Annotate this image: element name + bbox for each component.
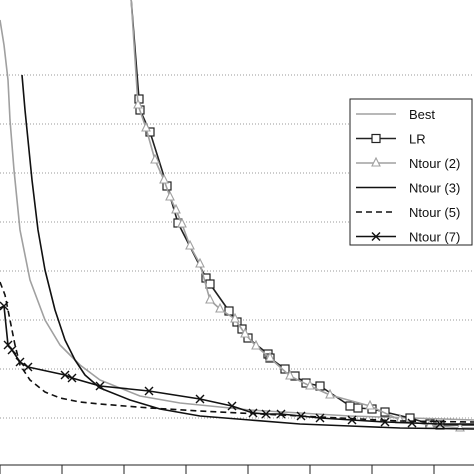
data-point-ntour-2-4	[150, 153, 160, 164]
data-point-ntour-2-10	[195, 257, 205, 268]
data-point-lr-4	[145, 127, 155, 137]
legend-item-ntour-5: Ntour (5)	[356, 205, 460, 220]
axes	[0, 464, 474, 474]
data-point-ntour-2-3	[141, 121, 151, 132]
data-point-ntour-7-20	[407, 418, 417, 428]
legend-label-ntour-3: Ntour (3)	[409, 181, 460, 196]
data-point-ntour-7-8	[67, 373, 77, 383]
legend-item-lr: LR	[356, 132, 426, 147]
data-point-ntour-7-4	[7, 345, 17, 355]
legend-label-ntour-2: Ntour (2)	[409, 156, 460, 171]
data-point-ntour-7-11	[195, 394, 205, 404]
data-point-ntour-2-11	[205, 293, 215, 304]
legend-marker-ntour-7	[371, 232, 381, 241]
series-line-best	[0, 19, 474, 421]
data-point-ntour-2-8	[177, 217, 187, 228]
legend-label-best: Best	[409, 107, 435, 122]
data-point-ntour-7-16	[296, 411, 306, 421]
series-line-ntour-2	[130, 0, 474, 429]
data-point-ntour-2-16	[265, 351, 275, 362]
series-ntour-3	[21, 74, 474, 430]
data-point-ntour-7-15	[276, 409, 286, 419]
data-point-ntour-7-14	[261, 409, 271, 419]
data-point-ntour-7-7	[60, 370, 70, 380]
series-layer	[0, 0, 474, 432]
data-point-ntour-2-2	[133, 98, 143, 109]
data-point-ntour-7-5	[15, 357, 25, 367]
data-point-ntour-7-19	[380, 417, 390, 427]
data-point-ntour-7-17	[315, 413, 325, 423]
data-point-ntour-2-5	[159, 173, 169, 184]
data-point-ntour-7-21	[435, 419, 445, 429]
data-point-ntour-7-6	[23, 362, 33, 372]
data-point-ntour-2-18	[305, 379, 315, 390]
legend-item-ntour-7: Ntour (7)	[356, 230, 460, 245]
series-line-ntour-3	[21, 74, 474, 430]
legend-item-best: Best	[356, 107, 435, 122]
series-best	[0, 19, 474, 421]
data-point-ntour-7-2	[0, 301, 9, 311]
data-point-ntour-7-18	[347, 415, 357, 425]
data-point-ntour-2-19	[325, 388, 335, 399]
legend-item-ntour-3: Ntour (3)	[356, 181, 460, 196]
legend-marker-ntour-2	[371, 156, 381, 167]
data-point-ntour-2-14	[240, 327, 250, 338]
legend-box	[349, 98, 473, 246]
series-ntour-2	[130, 0, 474, 432]
legend-label-ntour-5: Ntour (5)	[409, 205, 460, 220]
data-point-ntour-7-13	[248, 408, 258, 418]
legend: Best LR Ntour (2) Ntour (3) Ntour (5) Ntour (…	[349, 98, 473, 246]
data-point-ntour-7-3	[3, 340, 13, 350]
data-point-lr-20	[353, 403, 363, 413]
data-point-lr-15	[280, 364, 290, 374]
legend-label-ntour-7: Ntour (7)	[409, 230, 460, 245]
data-point-ntour-2-13	[230, 312, 240, 323]
data-point-ntour-2-15	[251, 339, 261, 350]
data-point-ntour-2-20	[365, 399, 375, 410]
data-point-ntour-2-12	[215, 302, 225, 313]
data-point-ntour-7-10	[144, 386, 154, 396]
data-point-ntour-7-9	[95, 381, 105, 391]
data-point-lr-8	[205, 279, 215, 289]
series-ntour-7	[0, 301, 474, 429]
data-point-ntour-2-7	[171, 203, 181, 214]
series-line-ntour-7	[0, 305, 474, 425]
data-point-ntour-2-9	[185, 239, 195, 250]
data-point-ntour-7-12	[227, 401, 237, 411]
legend-label-lr: LR	[409, 132, 426, 147]
legend-item-ntour-2: Ntour (2)	[356, 156, 460, 171]
data-point-lr-19	[345, 401, 355, 411]
data-point-ntour-2-6	[165, 190, 175, 201]
data-point-ntour-2-17	[285, 369, 295, 380]
legend-marker-lr	[371, 133, 381, 144]
